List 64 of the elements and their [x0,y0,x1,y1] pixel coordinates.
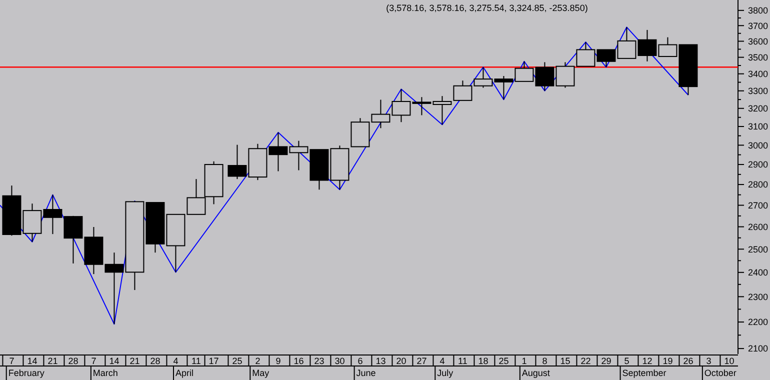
x2-tick-label: February [8,368,45,378]
x-tick-label: 30 [334,356,345,366]
x2-tick-label: September [622,368,666,378]
x-tick-label: 14 [27,356,38,366]
x-tick-label: 9 [276,356,281,366]
x-tick-label: 20 [396,356,406,366]
x-tick-label: 14 [109,356,120,366]
y-tick-label: 3800 [748,6,768,16]
x-tick-label: 27 [416,356,427,366]
x-tick-label: 11 [458,356,468,366]
y-tick-label: 3500 [748,52,768,62]
x-tick-label: 8 [542,356,548,366]
x2-tick-label: March [92,368,118,378]
y-tick-label: 3000 [748,140,768,150]
y-tick-label: 2900 [748,160,768,170]
x2-tick-label: June [356,368,376,378]
x-tick-label: 2 [255,356,260,366]
x-tick-label: 25 [498,356,509,366]
y-tick-label: 2800 [748,180,768,190]
x-tick-label: 28 [68,356,78,366]
x-tick-label: 21 [130,356,140,366]
x-tick-label: 29 [601,356,612,366]
x-tick-label: 1 [522,356,527,366]
x-tick-label: 16 [294,356,304,366]
x-tick-label: 7 [91,356,96,366]
y-tick-label: 2300 [748,292,768,302]
x-tick-label: 4 [173,356,178,366]
y-tick-label: 2400 [748,268,768,278]
y-tick-label: 3100 [748,122,768,132]
y-tick-label: 2700 [748,200,768,210]
chart-title: (3,578.16, 3,578.16, 3,275.54, 3,324.85, -253.850) [386,3,588,13]
y-tick-label: 2100 [748,344,768,354]
x-tick-label: 25 [232,356,242,366]
y-tick-label: 3700 [748,20,768,31]
y-tick-label: 3400 [748,68,768,79]
x-tick-label: 23 [314,356,324,366]
y-tick-label: 2500 [748,244,768,254]
x-tick-label: 7 [9,356,14,366]
x-tick-label: 3 [706,356,712,366]
x2-tick-label: July [437,368,454,378]
y-tick-label: 3200 [748,104,768,114]
x-tick-label: 13 [376,356,386,366]
y-tick-label: 3300 [748,86,768,96]
x-tick-label: 22 [580,356,591,366]
x2-tick-label: May [252,368,270,378]
x2-tick-label: April [175,368,194,378]
x-tick-label: 26 [683,356,694,366]
x-tick-label: 17 [208,356,219,366]
y-tick-label: 2600 [748,222,768,232]
x-tick-label: 18 [478,356,488,366]
x-tick-label: 11 [192,356,201,366]
x-tick-label: 28 [150,356,160,366]
x-tick-label: 4 [440,356,445,366]
x-tick-label: 15 [560,356,570,366]
x2-tick-label: October [704,368,736,378]
x-tick-label: 10 [724,356,734,366]
x-tick-label: 12 [642,356,652,366]
x-tick-label: 5 [624,356,630,366]
x-tick-label: 21 [48,356,58,366]
x2-tick-label: August [522,368,550,378]
x-tick-label: 19 [662,356,673,366]
y-tick-label: 2200 [748,317,768,328]
y-tick-label: 3600 [748,36,768,46]
x-tick-label: 6 [358,356,363,366]
